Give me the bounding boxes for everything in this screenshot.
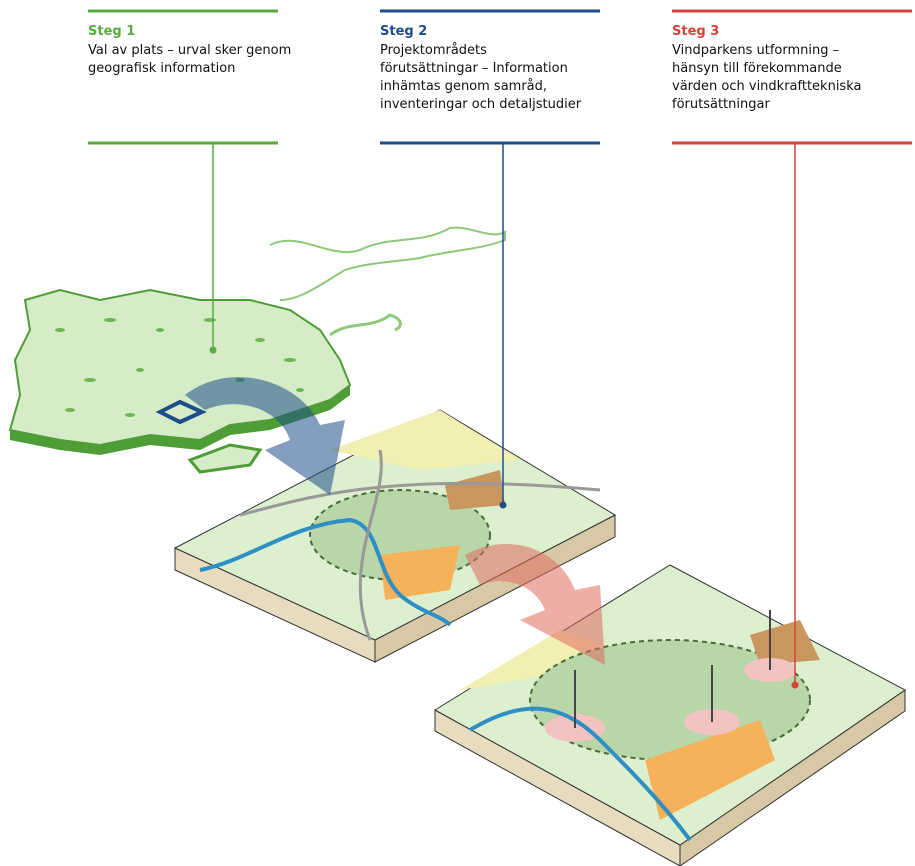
step-text: Vindparkens utformning –hänsyn till före… bbox=[672, 42, 861, 114]
step-line: förutsättningar bbox=[672, 96, 861, 114]
connector-dot bbox=[210, 347, 217, 354]
connector-dot bbox=[792, 682, 799, 689]
step-line: Vindparkens utformning – bbox=[672, 42, 861, 60]
illustration bbox=[0, 0, 915, 866]
connector-dot bbox=[500, 502, 507, 509]
step-line: geografisk information bbox=[88, 60, 291, 78]
step-line: förutsättningar – Information bbox=[380, 60, 581, 78]
step-line: hänsyn till förekommande bbox=[672, 60, 861, 78]
step-title: Steg 2 bbox=[380, 24, 581, 39]
step-title: Steg 3 bbox=[672, 24, 861, 39]
page: Steg 1 Val av plats – urval sker genomge… bbox=[0, 0, 915, 866]
coastline bbox=[330, 315, 400, 335]
step-line: Val av plats – urval sker genom bbox=[88, 42, 291, 60]
coastline bbox=[270, 228, 505, 300]
step-line: inventeringar och detaljstudier bbox=[380, 96, 581, 114]
step-line: värden och vindkrafttekniska bbox=[672, 78, 861, 96]
step-line: inhämtas genom samråd, bbox=[380, 78, 581, 96]
step-line: Projektområdets bbox=[380, 42, 581, 60]
step-title: Steg 1 bbox=[88, 24, 291, 39]
step: Steg 3 Vindparkens utformning –hänsyn ti… bbox=[672, 24, 861, 114]
